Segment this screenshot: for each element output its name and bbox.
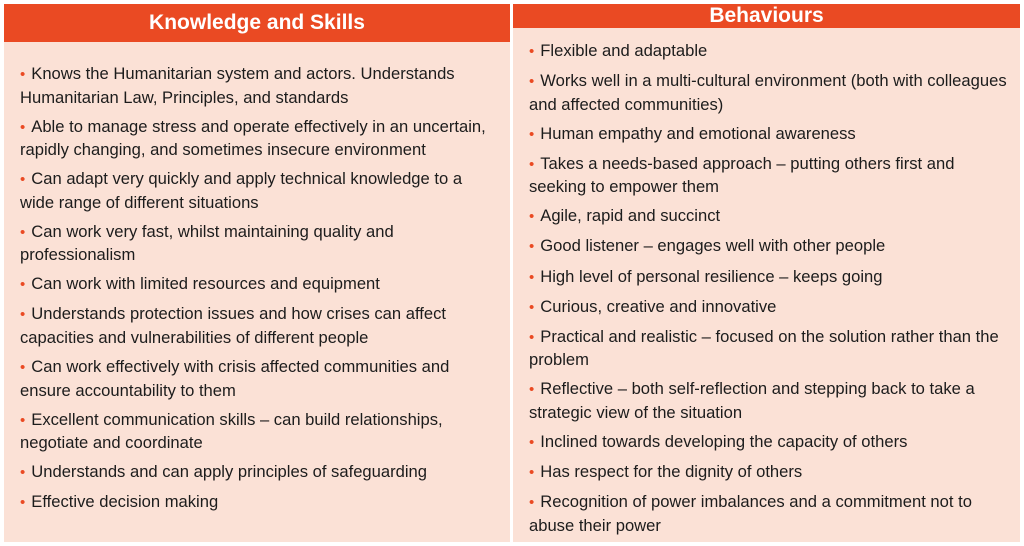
bullet-icon: • <box>529 298 535 316</box>
behaviours-column: Behaviours • Flexible and adaptable • Work… <box>513 4 1020 542</box>
bullet-icon: • <box>529 238 535 256</box>
list-item-text: Knows the Humanitarian system and actors… <box>20 64 455 107</box>
list-item: • High level of personal resilience – kee… <box>529 266 1008 290</box>
bullet-icon: • <box>20 464 26 482</box>
list-item-text: Able to manage stress and operate effect… <box>20 116 486 160</box>
knowledge-skills-list: • Knows the Humanitarian system and actor… <box>4 42 510 542</box>
list-item-text: Reflective – both self-reflection and st… <box>529 379 975 422</box>
bullet-icon: • <box>529 268 535 286</box>
list-item-text: Human empathy and emotional awareness <box>540 123 856 143</box>
list-item: • Can work effectively with crisis affect… <box>20 356 498 402</box>
list-item: • Has respect for the dignity of others <box>529 461 1008 485</box>
bullet-icon: • <box>529 43 535 60</box>
list-item: • Understands protection issues and how c… <box>20 303 498 349</box>
bullet-icon: • <box>20 276 26 294</box>
behaviours-header: Behaviours <box>513 4 1020 28</box>
list-item: • Knows the Humanitarian system and actor… <box>20 63 498 109</box>
list-item-text: Recognition of power imbalances and a co… <box>529 492 972 535</box>
list-item-text: Effective decision making <box>31 492 219 512</box>
bullet-icon: • <box>529 328 535 346</box>
bullet-icon: • <box>20 118 26 136</box>
bullet-icon: • <box>529 208 535 226</box>
list-item: • Can adapt very quickly and apply techni… <box>20 168 498 214</box>
list-item-text: Works well in a multi-cultural environme… <box>529 71 1007 114</box>
list-item-text: Flexible and adaptable <box>540 41 708 60</box>
list-item-text: Agile, rapid and succinct <box>540 206 721 226</box>
list-item: • Able to manage stress and operate effec… <box>20 116 498 162</box>
bullet-icon: • <box>529 494 535 512</box>
bullet-icon: • <box>529 155 535 173</box>
list-item: • Reflective – both self-reflection and s… <box>529 378 1008 424</box>
list-item-text: Good listener – engages well with other … <box>540 236 886 256</box>
list-item-text: Takes a needs-based approach – putting o… <box>529 153 955 197</box>
knowledge-skills-column: Knowledge and Skills • Knows the Humanita… <box>4 4 510 542</box>
bullet-icon: • <box>20 171 26 189</box>
list-item-text: Understands protection issues and how cr… <box>20 304 447 347</box>
list-item: • Good listener – engages well with other… <box>529 235 1008 259</box>
list-item: • Excellent communication skills – can bu… <box>20 409 498 455</box>
bullet-icon: • <box>529 464 535 482</box>
list-item: • Understands and can apply principles of… <box>20 461 498 485</box>
bullet-icon: • <box>529 381 535 399</box>
list-item-text: Can work with limited resources and equi… <box>31 274 380 294</box>
list-item: • Curious, creative and innovative <box>529 296 1008 320</box>
bullet-icon: • <box>20 359 26 377</box>
list-item-text: Inclined towards developing the capacity… <box>540 431 908 451</box>
list-item: • Human empathy and emotional awareness <box>529 123 1008 147</box>
list-item: • Can work with limited resources and equ… <box>20 273 498 297</box>
list-item: • Effective decision making <box>20 491 498 515</box>
list-item-text: Excellent communication skills – can bui… <box>20 409 443 453</box>
bullet-icon: • <box>20 66 26 83</box>
list-item-text: Can work effectively with crisis affecte… <box>20 357 450 400</box>
list-item: • Recognition of power imbalances and a c… <box>529 491 1008 537</box>
bullet-icon: • <box>529 73 535 91</box>
list-item: • Flexible and adaptable <box>529 40 1008 64</box>
behaviours-list: • Flexible and adaptable • Works well in a… <box>513 28 1020 544</box>
list-item: • Agile, rapid and succinct <box>529 205 1008 229</box>
list-item-text: Understands and can apply principles of … <box>31 462 428 482</box>
list-item-text: Has respect for the dignity of others <box>540 462 803 482</box>
bullet-icon: • <box>20 494 26 512</box>
list-item: • Works well in a multi-cultural environm… <box>529 70 1008 116</box>
competency-table: Knowledge and Skills • Knows the Humanita… <box>4 4 1020 542</box>
knowledge-skills-header: Knowledge and Skills <box>4 4 510 42</box>
list-item-text: Practical and realistic – focused on the… <box>529 326 999 370</box>
bullet-icon: • <box>20 411 26 429</box>
bullet-icon: • <box>20 223 26 241</box>
list-item-text: Curious, creative and innovative <box>540 296 777 316</box>
list-item-text: Can work very fast, whilst maintaining q… <box>20 221 394 265</box>
list-item: • Inclined towards developing the capacit… <box>529 431 1008 455</box>
bullet-icon: • <box>20 306 26 324</box>
list-item: • Takes a needs-based approach – putting … <box>529 153 1008 199</box>
list-item: • Can work very fast, whilst maintaining … <box>20 221 498 267</box>
list-item-text: Can adapt very quickly and apply technic… <box>20 169 463 212</box>
list-item: • Practical and realistic – focused on th… <box>529 326 1008 372</box>
bullet-icon: • <box>529 125 535 143</box>
bullet-icon: • <box>529 433 535 451</box>
list-item-text: High level of personal resilience – keep… <box>540 266 883 286</box>
